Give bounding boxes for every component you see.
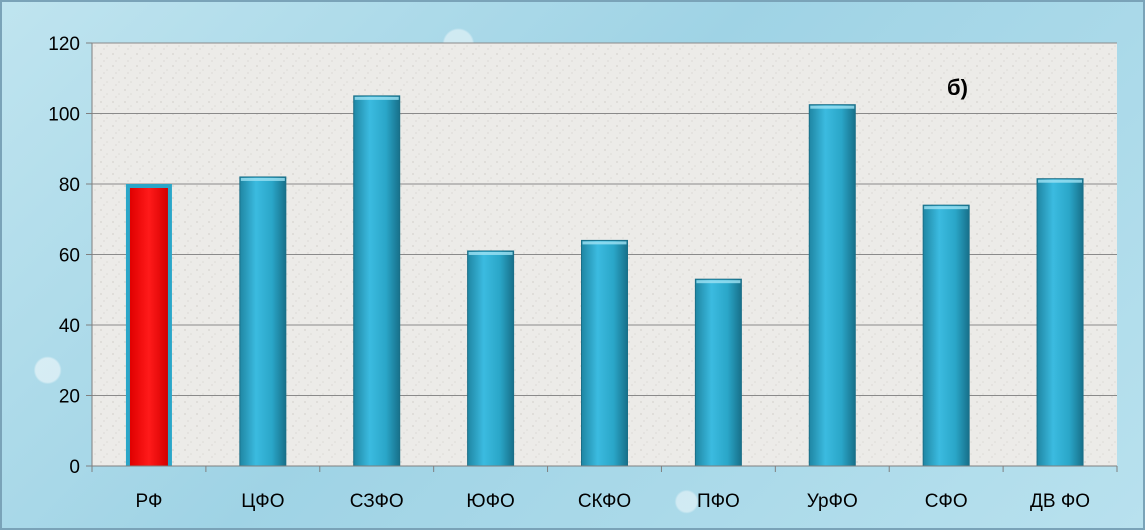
x-tick-label: СКФО [578,491,631,512]
y-tick-label: 120 [48,34,80,55]
bar-highlight [810,105,855,109]
y-tick-label: 20 [59,387,80,408]
y-tick-label: 100 [48,105,80,126]
bar [353,95,401,467]
bar [467,250,515,467]
bar [694,278,742,467]
axes [86,42,1118,472]
x-tick-labels: РФ ЦФО СЗФО ЮФО СКФО ПФО УрФО СФО ДВ ФО [135,491,1090,512]
x-tick-label: ЦФО [241,491,284,512]
bar-rf [129,188,168,466]
bar-highlight [240,177,285,181]
bar [581,239,628,467]
y-tick-label: 40 [59,316,80,337]
bar-highlight [468,251,513,255]
x-tick-label: ЮФО [466,491,514,512]
x-tick-label: ДВ ФО [1030,491,1090,512]
bar [239,176,287,467]
bar-highlight [924,206,969,210]
y-tick-label: 80 [59,175,80,196]
x-tick-label: РФ [135,491,162,512]
x-tick-label: СФО [925,491,968,512]
bar-highlight [354,96,399,100]
bars [125,95,1084,467]
bar-highlight [1038,179,1083,183]
bar [922,204,970,467]
x-tick-label: СЗФО [350,491,404,512]
chart-annotation: б) [947,75,968,100]
x-tick-label: УрФО [807,491,858,512]
bar-highlight [582,241,627,245]
bar-highlight [696,280,741,284]
y-tick-label: 60 [59,246,80,267]
y-tick-label: 0 [69,457,80,478]
bar [808,104,856,467]
x-tick-label: ПФО [697,491,740,512]
bar [1036,178,1084,467]
y-tick-labels: 0 20 40 60 80 100 120 [48,34,80,478]
